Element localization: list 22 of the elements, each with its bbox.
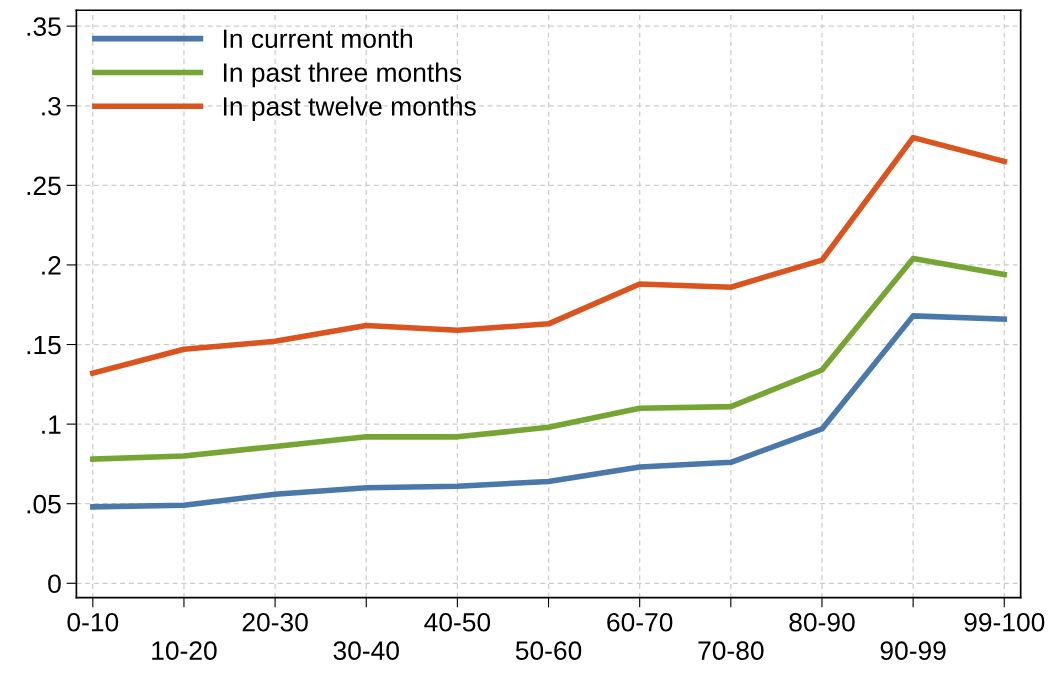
x-tick-label: 90-99 (880, 641, 946, 661)
x-tick-label: 40-50 (424, 612, 491, 632)
y-tick-label: .1 (42, 415, 61, 434)
x-tick-label: 50-60 (515, 641, 582, 661)
y-tick-label: .2 (42, 256, 61, 275)
y-tick-label: .35 (27, 17, 61, 36)
y-tick-label: .25 (27, 176, 61, 196)
x-tick-label: 30-40 (333, 641, 399, 661)
y-tick-label: .05 (27, 494, 61, 514)
x-tick-label: 70-80 (698, 641, 764, 661)
x-tick-label: 60-70 (607, 612, 673, 632)
legend-label: In past twelve months (223, 96, 476, 121)
y-tick-label: .15 (27, 335, 61, 355)
y-tick-label: .3 (42, 96, 61, 116)
x-tick-label: 10-20 (152, 641, 217, 661)
x-tick-label: 80-90 (789, 612, 855, 632)
x-tick-label: 99-100 (964, 612, 1045, 632)
legend-label: In current month (223, 28, 412, 49)
x-tick-label: 20-30 (242, 612, 308, 632)
y-tick-label: 0 (48, 574, 61, 594)
legend-label: In past three months (223, 62, 462, 88)
x-tick-label: 0-10 (67, 612, 119, 632)
